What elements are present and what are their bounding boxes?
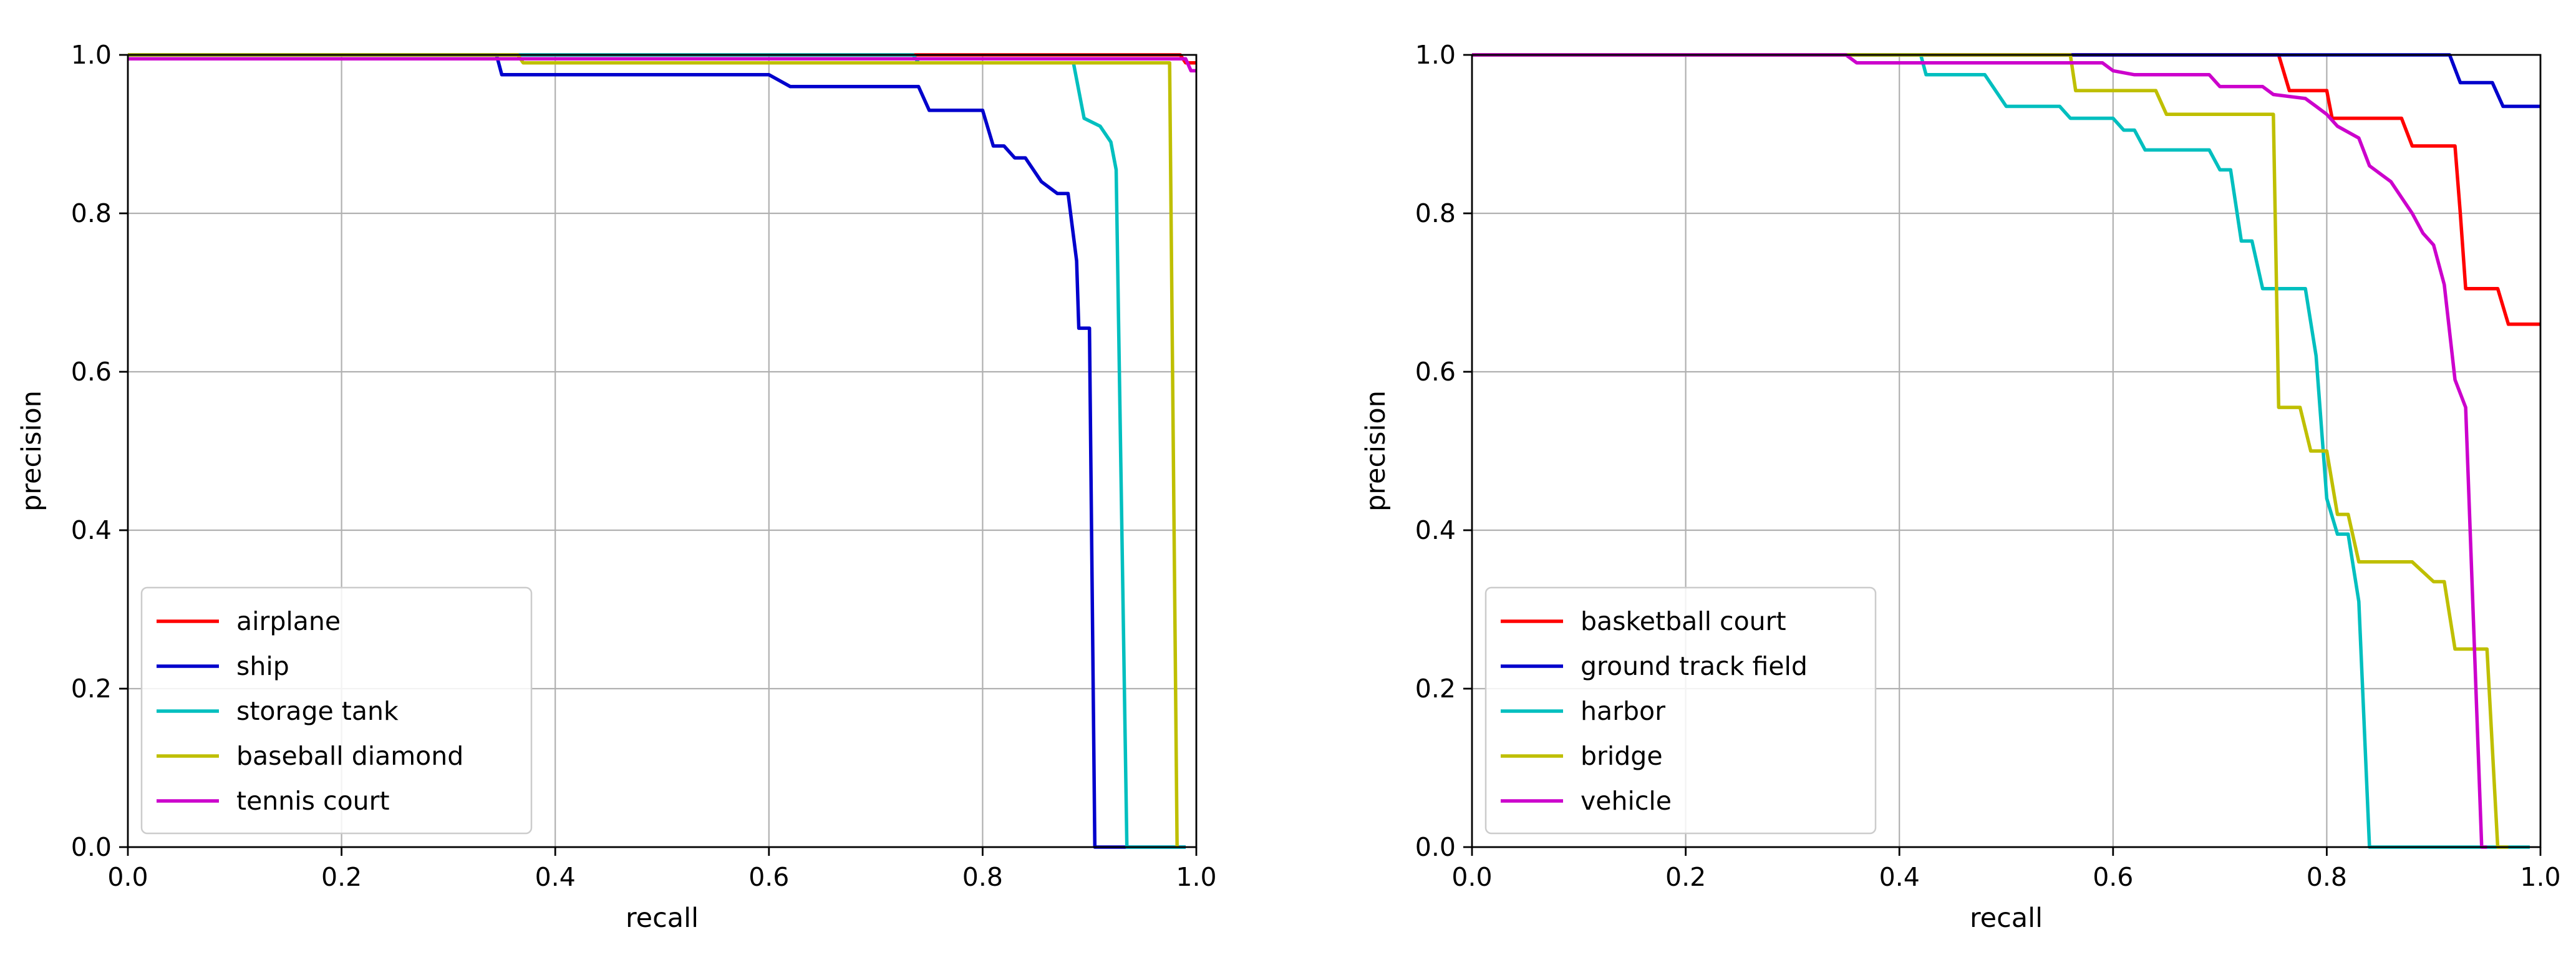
y-tick-label: 0.6 <box>71 357 112 387</box>
plot-frame <box>1471 54 2542 848</box>
legend-label: tennis court <box>236 786 390 816</box>
x-tick-label: 0.8 <box>2307 862 2347 892</box>
x-axis-label: recall <box>626 903 699 934</box>
x-tick-label: 0.4 <box>535 862 576 892</box>
x-tick-label: 0.2 <box>321 862 362 892</box>
y-tick-label: 0.8 <box>71 198 112 228</box>
legend-label: vehicle <box>1581 786 1672 816</box>
legend-label: baseball diamond <box>236 741 463 771</box>
y-tick-label: 1.0 <box>71 40 112 70</box>
x-tick-label: 0.8 <box>962 862 1003 892</box>
x-tick-label: 1.0 <box>1176 862 1216 892</box>
y-tick-label: 0.2 <box>71 674 112 704</box>
legend-label: ground track field <box>1581 651 1808 681</box>
legend-box <box>140 586 533 835</box>
legend: airplane ship storage tank baseball diamond… <box>140 586 533 835</box>
series-line-bridge <box>1472 53 2509 849</box>
x-axis-label: recall <box>1970 903 2043 934</box>
legend: basketball court ground track field harbor… <box>1484 586 1877 835</box>
legend-label: airplane <box>236 606 341 636</box>
y-tick-label: 0.2 <box>1415 674 1456 704</box>
y-tick-label: 0.4 <box>71 515 112 545</box>
legend-label: storage tank <box>236 696 399 726</box>
series-line-vehicle <box>1472 53 2487 849</box>
x-tick-label: 1.0 <box>2520 862 2560 892</box>
series-line-harbor <box>1472 53 2530 849</box>
y-tick-label: 0.0 <box>71 832 112 862</box>
y-axis-label: precision <box>1360 390 1392 512</box>
legend-box <box>1484 586 1877 835</box>
y-tick-label: 1.0 <box>1415 40 1456 70</box>
x-tick-label: 0.0 <box>1451 862 1492 892</box>
y-axis-label: precision <box>16 390 47 512</box>
y-tick-label: 0.0 <box>1415 832 1456 862</box>
legend-label: basketball court <box>1581 606 1786 636</box>
legend-label: ship <box>236 651 289 681</box>
series-lines <box>1472 53 2540 849</box>
x-tick-label: 0.2 <box>1665 862 1706 892</box>
x-tick-label: 0.6 <box>748 862 789 892</box>
right-chart-panel: 0.0 0.2 0.4 0.6 0.8 1.0 0.0 0.2 0.4 0.6 0.8 1.0 reca… <box>1360 40 2561 934</box>
series-lines <box>128 53 1196 849</box>
series-line-ship <box>128 53 1186 849</box>
legend-label: bridge <box>1581 741 1663 771</box>
plot-frame <box>127 54 1198 848</box>
y-tick-label: 0.6 <box>1415 357 1456 387</box>
series-line-basketball-court <box>1472 53 2540 326</box>
left-chart-panel: 0.0 0.2 0.4 0.6 0.8 1.0 0.0 0.2 0.4 0.6 0.8 1.0 reca… <box>16 40 1217 934</box>
y-tick-label: 0.4 <box>1415 515 1456 545</box>
x-tick-label: 0.4 <box>1879 862 1920 892</box>
x-tick-label: 0.0 <box>107 862 148 892</box>
legend-label: harbor <box>1581 696 1665 726</box>
series-line-tennis-court <box>128 57 1196 73</box>
y-tick-label: 0.8 <box>1415 198 1456 228</box>
x-tick-label: 0.6 <box>2093 862 2133 892</box>
